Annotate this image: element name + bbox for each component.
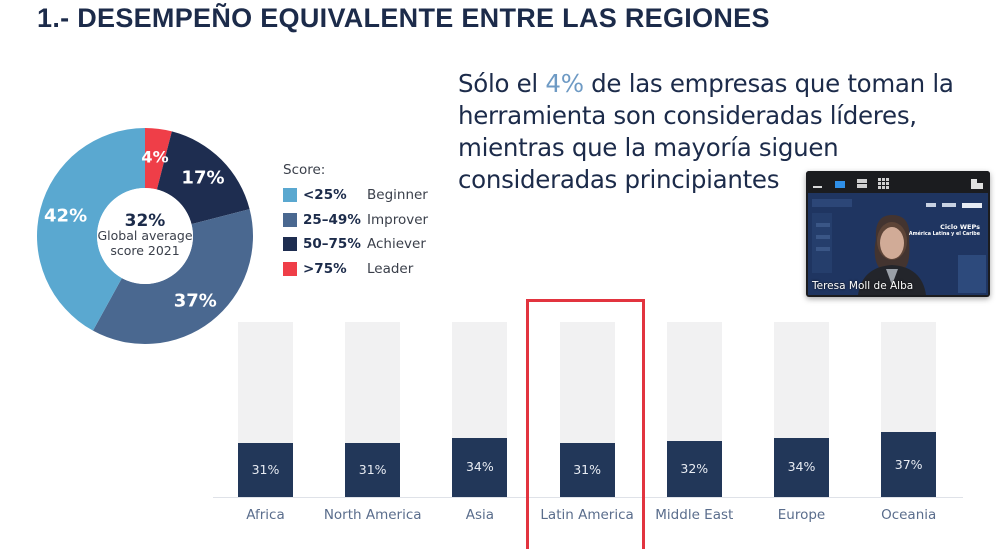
participant-name: Teresa Moll de Alba xyxy=(812,280,914,292)
donut-slice-improver xyxy=(92,209,254,345)
legend-item-leader: >75% Leader xyxy=(283,257,428,282)
bar-north-america xyxy=(345,442,401,497)
exit-minimized-icon[interactable] xyxy=(971,179,983,189)
legend-name: Improver xyxy=(367,211,429,228)
x-tick-label-latin-america: Latin America xyxy=(540,507,634,523)
x-tick-label-africa: Africa xyxy=(246,507,285,523)
donut-center-label-line2: score 2021 xyxy=(110,243,180,258)
legend-item-beginner: <25% Beginner xyxy=(283,183,428,208)
bar-africa xyxy=(238,442,293,497)
bar-value-label-oceania: 37% xyxy=(894,456,923,472)
bar-latin-america xyxy=(559,442,615,497)
x-tick-label-oceania: Oceania xyxy=(881,507,937,523)
legend-title: Score: xyxy=(283,162,326,178)
donut-slice-beginner xyxy=(36,128,145,331)
bar-middle-east xyxy=(666,441,722,497)
donut-center-label-line1: Global average xyxy=(97,228,193,243)
video-toolbar xyxy=(806,171,990,193)
stacked-view-icon[interactable] xyxy=(857,179,867,188)
bar-europe xyxy=(774,437,829,497)
headline-accent-percent: 4% xyxy=(545,69,584,98)
legend-name: Leader xyxy=(367,260,414,277)
legend-name: Achiever xyxy=(367,236,426,253)
x-tick-label-north-america: North America xyxy=(323,507,422,523)
speaker-view-icon[interactable] xyxy=(835,181,845,188)
minimize-icon[interactable] xyxy=(813,186,822,188)
legend-range: 50–75% xyxy=(303,236,361,253)
video-window[interactable]: Ciclo WEPs América Latina y el Caribe Te… xyxy=(806,171,990,297)
score-legend: Score: <25% Beginner 25–49% Improver 50–75% A… xyxy=(283,162,428,281)
video-feed-image xyxy=(808,193,988,295)
bar-value-label-europe: 34% xyxy=(787,459,816,475)
gallery-grid-icon[interactable] xyxy=(878,178,889,189)
legend-range: 25–49% xyxy=(303,211,361,228)
x-axis-line xyxy=(213,497,963,498)
donut-svg xyxy=(36,128,254,345)
legend-swatch xyxy=(283,237,297,252)
donut-center xyxy=(97,188,193,284)
slide-headline: Sólo el 4% de las empresas que toman la … xyxy=(458,68,988,196)
bar-value-label-africa: 31% xyxy=(251,461,280,477)
video-banner-title: Ciclo WEPs xyxy=(940,223,980,231)
donut-slice-leader xyxy=(145,128,172,190)
bar-value-label-middle-east: 32% xyxy=(680,461,709,476)
slide-title: 1.- DESEMPEÑO EQUIVALENTE ENTRE LAS REGI… xyxy=(37,3,770,33)
latin-america-highlight-box xyxy=(526,299,645,549)
donut-label-improver: 37% xyxy=(173,290,217,312)
bar-oceania xyxy=(881,432,937,497)
legend-range: <25% xyxy=(303,187,347,204)
video-toolbar-icons xyxy=(813,178,983,189)
video-banner-subtitle: América Latina y el Caribe xyxy=(908,232,980,237)
legend-swatch xyxy=(283,212,297,227)
donut-slice-achiever xyxy=(156,131,250,225)
video-feed: Ciclo WEPs América Latina y el Caribe Te… xyxy=(808,193,988,295)
donut-label-leader: 4% xyxy=(141,147,169,167)
x-tick-label-asia: Asia xyxy=(465,507,495,523)
headline-before: Sólo el xyxy=(458,69,546,98)
donut-center-label: Global average score 2021 xyxy=(95,228,195,258)
legend-name: Beginner xyxy=(367,187,428,204)
headline-after: de las empresas que toman la herramienta… xyxy=(458,69,954,194)
x-tick-label-middle-east: Middle East xyxy=(655,507,734,523)
bar-asia xyxy=(452,437,508,497)
bar-value-label-north-america: 31% xyxy=(358,461,387,477)
donut-label-beginner: 42% xyxy=(44,205,88,227)
legend-item-improver: 25–49% Improver xyxy=(283,208,428,233)
bar-value-label-asia: 34% xyxy=(465,459,494,475)
legend-item-achiever: 50–75% Achiever xyxy=(283,232,428,257)
legend-swatch xyxy=(283,188,297,203)
legend-range: >75% xyxy=(303,260,347,277)
bar-value-label-latin-america: 31% xyxy=(573,461,601,477)
donut-label-achiever: 17% xyxy=(181,167,225,189)
x-tick-label-europe: Europe xyxy=(777,507,826,523)
legend-swatch xyxy=(283,261,297,276)
donut-chart: 4% 17% 37% 42% 32% Global average score 202… xyxy=(0,110,280,360)
donut-center-value: 32% xyxy=(124,211,166,231)
